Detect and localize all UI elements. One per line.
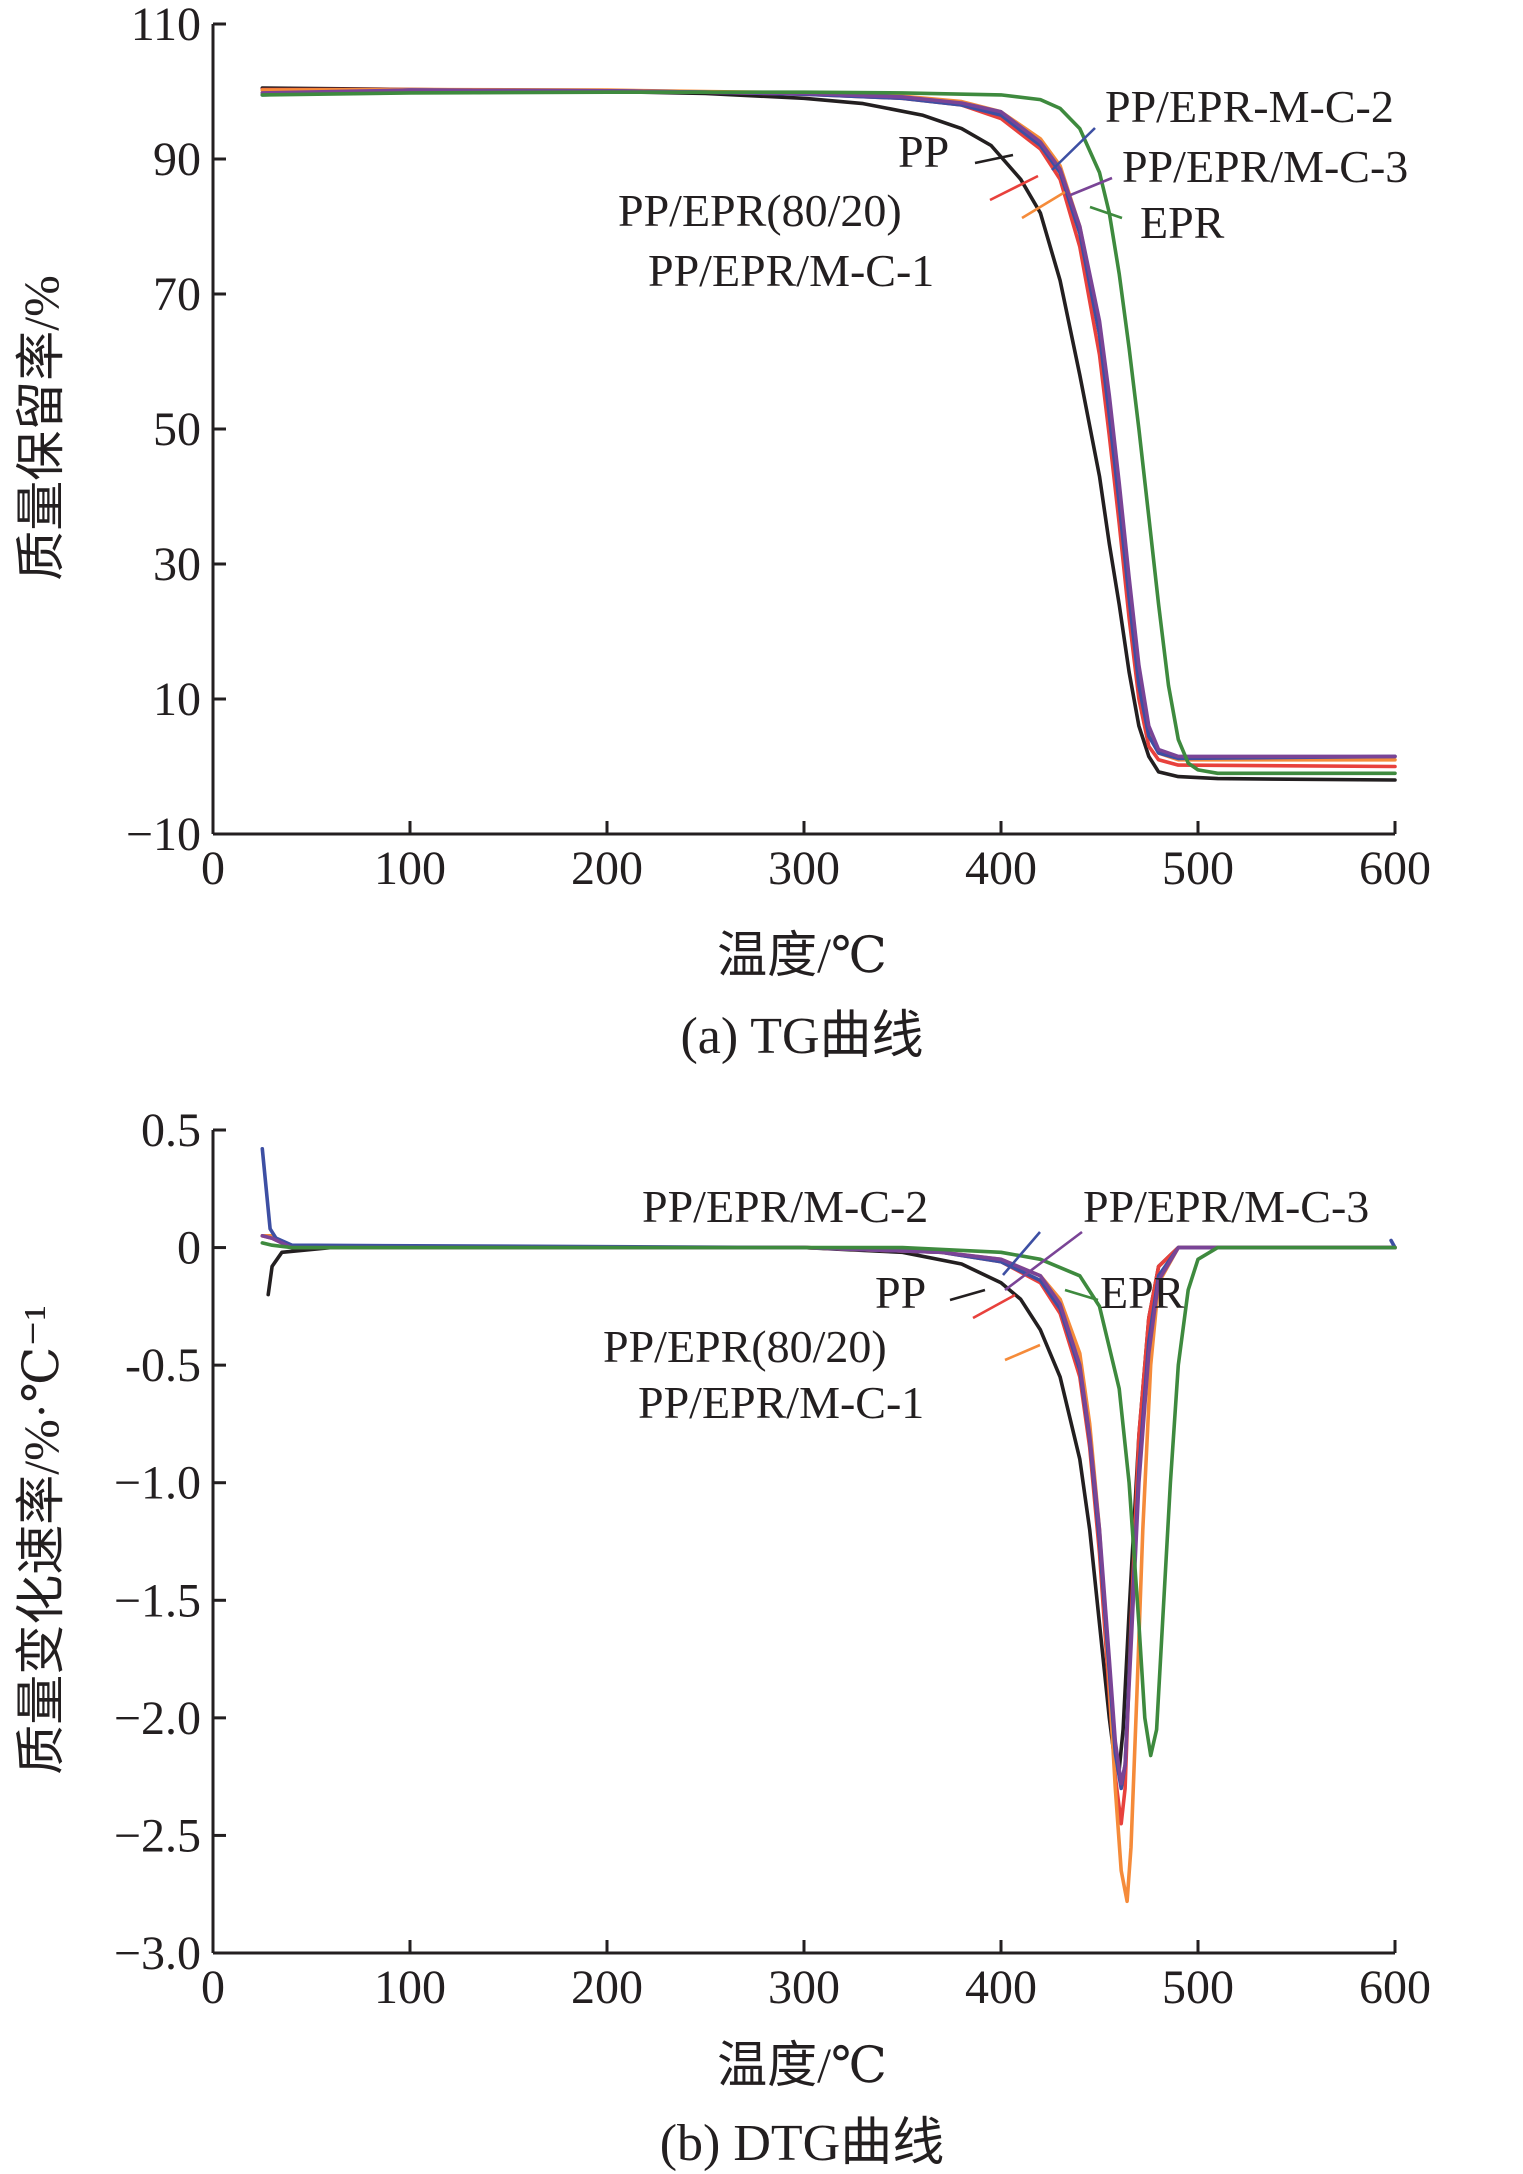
- dtg-label-pp-epr-m-c-2: PP/EPR/M-C-2: [642, 1181, 928, 1232]
- dtg-y-tick-label: −1.5: [114, 1574, 201, 1627]
- dtg-caption: (b) DTG曲线: [660, 2115, 945, 2172]
- dtg-x-tick-label: 0: [201, 1961, 225, 2014]
- tg-leader-lines: [974, 127, 1123, 220]
- dtg-y-tick-label: −2.5: [114, 1809, 201, 1862]
- tg-series-labels: PP/EPR-M-C-2 PP PP/EPR/M-C-3 PP/EPR(80/2…: [618, 81, 1408, 296]
- dtg-x-tick-label: 100: [374, 1961, 446, 2014]
- dtg-axes: [211, 1130, 1395, 1955]
- tg-x-axis-label: 温度/℃: [717, 927, 887, 983]
- tg-leader-epr: [1089, 205, 1123, 220]
- tg-y-tick-label: 50: [153, 403, 201, 456]
- tg-x-tick-label: 500: [1162, 842, 1234, 895]
- dtg-y-tick-label: −1.0: [114, 1457, 201, 1510]
- tg-leader-pp: [974, 153, 1014, 165]
- tg-ticks: 0 100 200 300 400 500 600 −10 10 30 50 70 90 110: [126, 0, 1431, 895]
- dtg-x-tick-label: 500: [1162, 1961, 1234, 2014]
- tg-leader-pp-epr-m-c-3: [1067, 176, 1113, 198]
- dtg-series-line-pp-epr-m-c-2: [260, 1147, 1397, 1791]
- tg-y-tick-label: 30: [153, 538, 201, 591]
- tg-y-tick-label: 70: [153, 268, 201, 321]
- tg-y-tick-label: 10: [153, 673, 201, 726]
- tg-x-tick-label: 300: [768, 842, 840, 895]
- dtg-leader-pp: [949, 1288, 986, 1302]
- tg-x-tick-label: 100: [374, 842, 446, 895]
- dtg-label-pp-epr-m-c-3: PP/EPR/M-C-3: [1083, 1181, 1369, 1232]
- dtg-series-lines: [260, 1147, 1397, 1904]
- dtg-y-tick-label: -0.5: [125, 1339, 201, 1392]
- dtg-leader-epr: [1064, 1288, 1099, 1302]
- tg-label-epr: EPR: [1140, 197, 1225, 248]
- dtg-x-tick-label: 400: [965, 1961, 1037, 2014]
- dtg-chart: 0 100 200 300 400 500 600 −3.0 −2.5 −2.0 −1.5 −1.0 -…: [13, 1104, 1431, 2172]
- dtg-label-epr: EPR: [1100, 1267, 1185, 1318]
- tg-x-tick-label: 600: [1359, 842, 1431, 895]
- tg-y-tick-label: 90: [153, 133, 201, 186]
- dtg-x-tick-label: 300: [768, 1961, 840, 2014]
- dtg-leader-lines: [949, 1230, 1099, 1362]
- dtg-x-axis-label: 温度/℃: [717, 2037, 887, 2093]
- tg-leader-pp-epr-80-20: [989, 174, 1039, 202]
- tg-chart: 0 100 200 300 400 500 600 −10 10 30 50 70 90 110 PP/E…: [13, 0, 1431, 1065]
- dtg-x-tick-label: 600: [1359, 1961, 1431, 2014]
- tg-label-pp-epr-m-c-2: PP/EPR-M-C-2: [1105, 81, 1394, 132]
- tg-series-line-pp: [260, 86, 1397, 782]
- dtg-x-tick-label: 200: [571, 1961, 643, 2014]
- dtg-leader-pp-epr-m-c-2: [1002, 1231, 1041, 1276]
- tg-label-pp-epr-80-20: PP/EPR(80/20): [618, 185, 902, 236]
- dtg-label-pp-epr-80-20: PP/EPR(80/20): [603, 1321, 887, 1372]
- tg-label-pp: PP: [898, 126, 949, 177]
- tg-label-pp-epr-m-c-1: PP/EPR/M-C-1: [648, 245, 934, 296]
- dtg-series-labels: PP/EPR/M-C-2 PP/EPR/M-C-3 PP EPR PP/EPR(…: [603, 1181, 1369, 1428]
- dtg-label-pp: PP: [875, 1267, 926, 1318]
- tg-x-tick-label: 400: [965, 842, 1037, 895]
- tg-series-line-epr: [260, 90, 1397, 776]
- tg-leader-pp-epr-m-c-1: [1021, 190, 1066, 220]
- tg-y-tick-label: −10: [126, 808, 201, 861]
- dtg-y-tick-label: 0: [177, 1222, 201, 1275]
- tg-x-tick-label: 0: [201, 842, 225, 895]
- tg-label-pp-epr-m-c-3: PP/EPR/M-C-3: [1122, 141, 1408, 192]
- tg-caption: (a) TG曲线: [680, 1008, 923, 1065]
- tg-y-tick-label: 110: [131, 0, 201, 51]
- dtg-series-line-pp-epr-m-c-3: [260, 1234, 1397, 1786]
- dtg-y-tick-label: 0.5: [141, 1104, 201, 1157]
- dtg-ticks: 0 100 200 300 400 500 600 −3.0 −2.5 −2.0 −1.5 −1.0 -…: [114, 1104, 1431, 2014]
- dtg-leader-pp-epr-80-20: [972, 1293, 1016, 1320]
- dtg-leader-pp-epr-m-c-1: [1004, 1343, 1041, 1362]
- dtg-y-tick-label: −2.0: [114, 1692, 201, 1745]
- dtg-label-pp-epr-m-c-1: PP/EPR/M-C-1: [638, 1377, 924, 1428]
- dtg-leader-pp-epr-m-c-3: [1004, 1230, 1083, 1292]
- dtg-series-line-epr: [260, 1241, 1397, 1758]
- tg-x-tick-label: 200: [571, 842, 643, 895]
- tg-leader-pp-epr-m-c-2: [1051, 127, 1096, 171]
- dtg-y-tick-label: −3.0: [114, 1927, 201, 1980]
- dtg-y-axis-label: 质量变化速率/%·℃⁻¹: [13, 1305, 69, 1775]
- tg-y-axis-label: 质量保留率/%: [13, 275, 69, 581]
